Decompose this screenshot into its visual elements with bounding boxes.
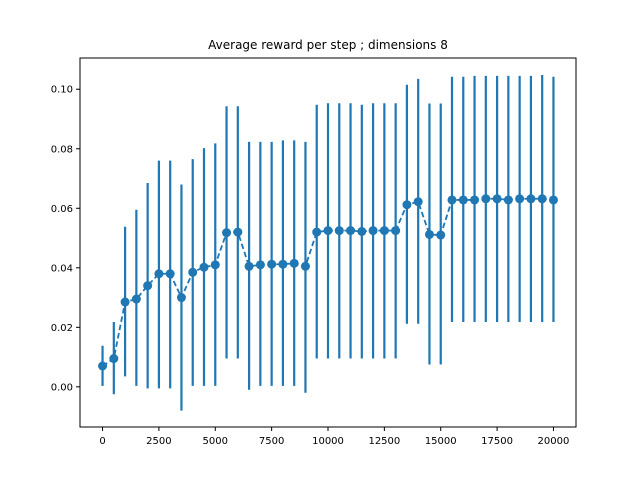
- data-point: [346, 226, 356, 236]
- x-tick-label: 2500: [146, 436, 171, 447]
- x-tick-label: 20000: [538, 436, 570, 447]
- data-point: [244, 261, 254, 271]
- data-point: [391, 226, 401, 236]
- data-point: [402, 200, 412, 210]
- data-point: [548, 195, 558, 205]
- data-point: [98, 361, 108, 371]
- data-point: [131, 294, 141, 304]
- data-point: [255, 260, 265, 270]
- y-tick-label: 0.04: [51, 263, 73, 274]
- data-point: [481, 194, 491, 204]
- data-point: [312, 227, 322, 237]
- y-tick-label: 0.06: [51, 204, 73, 215]
- data-point: [334, 226, 344, 236]
- x-tick-label: 12500: [368, 436, 400, 447]
- data-point: [458, 195, 468, 205]
- data-point: [526, 194, 536, 204]
- plot-area: [98, 74, 558, 411]
- data-point: [537, 194, 547, 204]
- data-point: [368, 226, 378, 236]
- x-tick-label: 10000: [312, 436, 344, 447]
- y-tick-label: 0.10: [51, 85, 73, 96]
- data-point: [120, 297, 130, 307]
- data-point: [470, 195, 480, 205]
- y-tick-label: 0.02: [51, 323, 73, 334]
- data-point: [154, 269, 164, 279]
- x-tick-label: 7500: [259, 436, 284, 447]
- data-point: [109, 354, 119, 364]
- axes: 0 2500 5000 7500 10000 12500 15000 17500 20000 0.…: [51, 57, 577, 447]
- y-tick-label: 0.08: [51, 144, 73, 155]
- data-point: [188, 267, 198, 277]
- data-point: [492, 194, 502, 204]
- data-point: [267, 259, 277, 269]
- data-point: [413, 197, 423, 207]
- data-point: [289, 258, 299, 268]
- data-point: [515, 194, 525, 204]
- y-tick-label: 0.00: [51, 382, 73, 393]
- data-point: [357, 226, 367, 236]
- chart-title: Average reward per step ; dimensions 8: [208, 38, 448, 52]
- x-tick-label: 17500: [481, 436, 513, 447]
- data-point: [447, 195, 457, 205]
- data-point: [278, 259, 288, 269]
- data-point: [165, 269, 175, 279]
- x-tick-label: 5000: [203, 436, 228, 447]
- data-point: [210, 260, 220, 270]
- x-tick-label: 15000: [425, 436, 457, 447]
- x-tick-label: 0: [99, 436, 105, 447]
- data-point: [199, 262, 209, 272]
- data-point: [176, 293, 186, 303]
- data-point: [323, 226, 333, 236]
- data-point: [424, 229, 434, 239]
- data-point: [143, 281, 153, 291]
- data-point: [436, 230, 446, 240]
- data-point: [503, 195, 513, 205]
- data-point: [300, 261, 310, 271]
- data-point: [222, 228, 232, 238]
- data-point: [379, 226, 389, 236]
- data-point: [233, 227, 243, 237]
